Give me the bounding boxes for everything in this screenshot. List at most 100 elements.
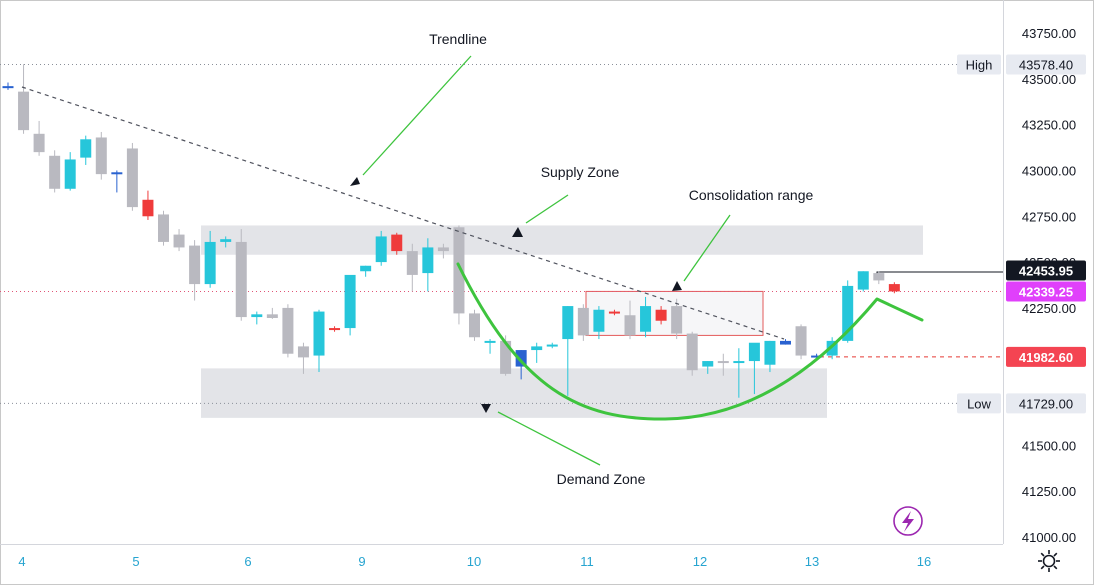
supply-zone-label: Supply Zone (541, 164, 620, 180)
candle-body[interactable] (842, 285, 854, 341)
candle-body[interactable] (360, 265, 372, 272)
candle-body[interactable] (515, 350, 527, 367)
high-price-bracket (876, 271, 1003, 278)
time-tick-label: 10 (467, 554, 481, 569)
price-label-box (1006, 281, 1086, 302)
candle-body[interactable] (717, 361, 729, 364)
candle-body[interactable] (811, 355, 823, 358)
candle-body[interactable] (2, 86, 14, 89)
price-tick-label: 43750.00 (1022, 26, 1076, 41)
time-tick-label: 12 (693, 554, 707, 569)
candle-body[interactable] (313, 311, 325, 356)
candle-body[interactable] (406, 251, 418, 275)
price-label-value: 43578.40 (1019, 57, 1073, 72)
candle-body[interactable] (111, 172, 123, 175)
candle-body[interactable] (733, 361, 745, 364)
price-label-tag-box (957, 54, 1001, 75)
demand-zone-label: Demand Zone (557, 471, 646, 487)
price-label-box (1006, 346, 1086, 367)
candle-body[interactable] (95, 137, 107, 175)
candles-group (2, 64, 900, 398)
consolidation-arrowhead-icon (672, 281, 682, 291)
candle-body[interactable] (344, 274, 356, 329)
price-tick-label: 43250.00 (1022, 118, 1076, 133)
candle-body[interactable] (593, 309, 605, 332)
candle-body[interactable] (375, 236, 387, 263)
price-label-tag-box (957, 393, 1001, 414)
time-tick-label: 11 (580, 554, 594, 569)
candle-body[interactable] (671, 306, 683, 334)
candle-body[interactable] (888, 284, 900, 292)
candle-body[interactable] (204, 241, 216, 285)
time-tick-label: 16 (917, 554, 931, 569)
price-label-box (1006, 260, 1086, 281)
candle-body[interactable] (873, 273, 885, 281)
candle-body[interactable] (266, 314, 278, 318)
candle-body[interactable] (297, 346, 309, 358)
candle-body[interactable] (577, 307, 589, 336)
time-tick-label: 5 (132, 554, 139, 569)
consolidation-annotation-line (683, 214, 731, 282)
candle-body[interactable] (764, 340, 776, 365)
candle-body[interactable] (391, 234, 403, 252)
settings-gear-icon[interactable] (1036, 548, 1062, 574)
trendline (21, 86, 785, 340)
price-label-value: 42339.25 (1019, 285, 1073, 300)
candle-body[interactable] (329, 328, 341, 331)
candle-body[interactable] (18, 91, 30, 131)
time-tick-label: 13 (805, 554, 819, 569)
demand-zone (201, 368, 827, 418)
price-tick-label: 41250.00 (1022, 484, 1076, 499)
candle-body[interactable] (484, 340, 496, 343)
candle-body[interactable] (826, 340, 838, 356)
candle-body[interactable] (531, 346, 543, 351)
candle-body[interactable] (624, 315, 636, 336)
candle-body[interactable] (173, 234, 185, 248)
candle-body[interactable] (142, 199, 154, 217)
candle-body[interactable] (857, 271, 869, 290)
price-label-value: 42453.95 (1019, 264, 1073, 279)
candle-body[interactable] (640, 306, 652, 332)
candle-body[interactable] (235, 241, 247, 318)
supply-zone (201, 225, 923, 255)
candle-body[interactable] (251, 314, 263, 318)
candle-body[interactable] (546, 344, 558, 347)
candle-body[interactable] (282, 307, 294, 354)
candle-body[interactable] (469, 313, 480, 338)
candle-body[interactable] (453, 227, 465, 314)
candle-body[interactable] (437, 247, 449, 252)
candle-body[interactable] (655, 309, 667, 321)
price-tick-label: 41500.00 (1022, 438, 1076, 453)
lightning-icon (902, 511, 914, 532)
price-label-tag: Low (967, 396, 991, 411)
price-label-box (1006, 54, 1086, 75)
candle-body[interactable] (220, 239, 232, 242)
price-tick-label: 42250.00 (1022, 301, 1076, 316)
candle-body[interactable] (64, 159, 76, 189)
price-labels: 43578.40 High 42453.95 42339.25 41982.60 4172… (957, 54, 1086, 414)
candle-body[interactable] (780, 340, 791, 345)
candle-body[interactable] (126, 148, 138, 208)
lightning-badge[interactable] (893, 506, 923, 536)
trendline-label: Trendline (429, 31, 487, 47)
candle-body[interactable] (158, 214, 169, 242)
candle-body[interactable] (748, 342, 760, 362)
time-axis[interactable]: 4 5 6 9 10 11 12 13 16 (18, 554, 931, 569)
candle-body[interactable] (608, 311, 620, 314)
trendline-arrowhead-icon (350, 177, 360, 186)
candle-body[interactable] (500, 340, 512, 374)
candle-body[interactable] (562, 306, 574, 340)
candle-body[interactable] (795, 326, 807, 356)
candle-body[interactable] (33, 133, 45, 153)
candle-body[interactable] (49, 155, 61, 189)
candle-body[interactable] (189, 245, 201, 285)
candle-body[interactable] (80, 139, 92, 158)
candle-body[interactable] (702, 361, 714, 367)
candle-body[interactable] (686, 333, 698, 371)
price-tick-label: 43500.00 (1022, 72, 1076, 87)
price-label-box (1006, 393, 1086, 414)
price-tick-label: 43000.00 (1022, 163, 1076, 178)
candle-body[interactable] (422, 247, 434, 274)
cup-curve (456, 262, 924, 421)
